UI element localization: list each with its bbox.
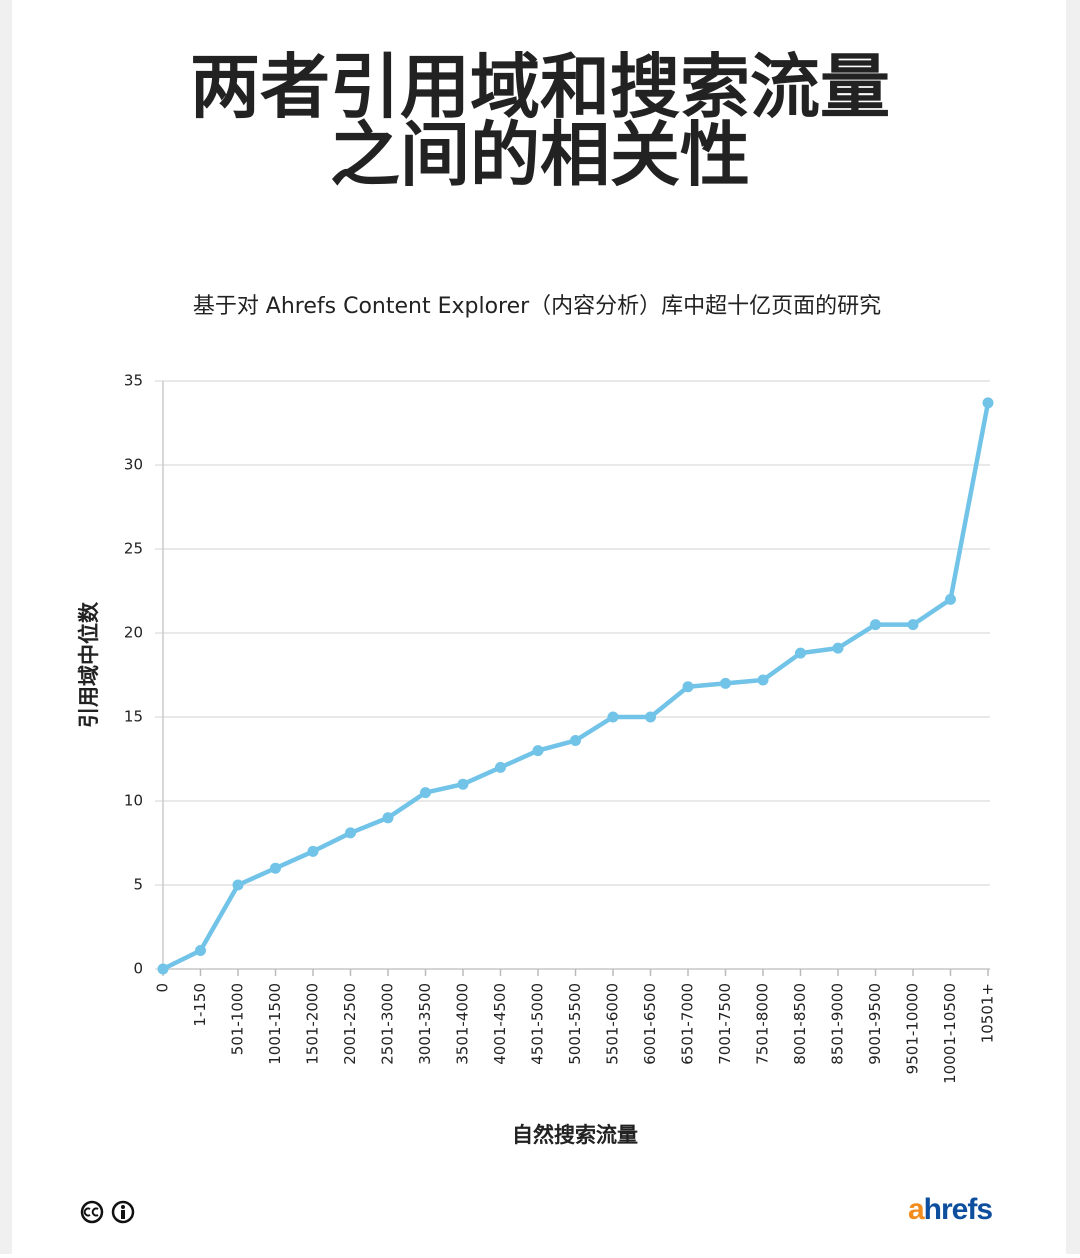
x-tick-label: 3001-3500 — [416, 983, 434, 1065]
y-tick-label: 10 — [124, 792, 143, 810]
data-line — [162, 402, 991, 972]
x-tick-label: 6001-6500 — [641, 983, 659, 1065]
data-point — [982, 397, 994, 409]
y-tick-label: 0 — [133, 960, 143, 978]
data-point — [345, 827, 356, 839]
data-point — [757, 674, 769, 686]
data-point — [832, 642, 844, 654]
data-point — [720, 677, 731, 689]
data-point — [682, 681, 694, 693]
by-icon — [111, 1200, 135, 1224]
data-point — [607, 711, 619, 723]
brand-logo: ahrefs — [907, 1193, 993, 1226]
x-tick-label: 4001-4500 — [491, 983, 509, 1065]
y-tick-label: 35 — [124, 372, 143, 390]
chart-title: 两者引用域和搜索流量 — [190, 46, 890, 128]
x-tick-label: 7501-8000 — [754, 983, 772, 1065]
data-point — [232, 879, 244, 891]
data-point — [457, 778, 469, 790]
x-tick-label: 5501-6000 — [604, 983, 622, 1065]
x-tick-label: 1-150 — [191, 983, 209, 1027]
data-point — [307, 845, 319, 857]
data-point — [795, 647, 806, 659]
y-tick-label: 15 — [124, 708, 143, 726]
x-tick-label: 8001-8500 — [791, 983, 809, 1065]
x-tick-label: 2501-3000 — [379, 983, 397, 1065]
x-axis-label: 自然搜索流量 — [512, 1123, 638, 1147]
data-point — [532, 745, 544, 757]
x-tick-label: 3501-4000 — [454, 983, 472, 1065]
frame-left — [0, 0, 12, 1254]
chart-subtitle: 基于对 Ahrefs Content Explorer（内容分析）库中超十亿页面… — [193, 294, 881, 319]
x-tick-label: 10001-10500 — [941, 983, 959, 1084]
data-point — [195, 945, 206, 957]
x-tick-label: 9501-10000 — [904, 983, 922, 1074]
x-tick-label: 501-1000 — [229, 983, 247, 1055]
frame-right — [1066, 0, 1080, 1254]
cc-icon — [80, 1200, 104, 1224]
chart-title: 之间的相关性 — [330, 114, 750, 196]
data-point — [645, 711, 656, 723]
x-tick-label: 8501-9000 — [829, 983, 847, 1065]
data-point — [570, 735, 581, 747]
x-tick-label: 2001-2500 — [341, 983, 359, 1065]
y-axis-label: 引用域中位数 — [77, 601, 101, 728]
data-point — [495, 761, 506, 773]
x-tick-label: 1501-2000 — [304, 983, 322, 1065]
data-point — [420, 787, 431, 799]
data-point — [270, 862, 281, 874]
data-point — [382, 812, 394, 824]
x-tick-label: 9001-9500 — [866, 983, 884, 1065]
x-tick-label: 0 — [154, 983, 172, 993]
y-tick-label: 30 — [124, 456, 143, 474]
x-tick-label: 1001-1500 — [266, 983, 284, 1065]
data-point — [870, 619, 881, 631]
y-tick-label: 25 — [124, 540, 143, 558]
x-tick-label: 7001-7500 — [716, 983, 734, 1065]
data-point — [907, 619, 919, 631]
data-point — [157, 963, 169, 975]
x-tick-label: 10501+ — [979, 983, 997, 1043]
data-point — [945, 593, 956, 605]
x-tick-label: 4501-5000 — [529, 983, 547, 1065]
x-tick-label: 6501-7000 — [679, 983, 697, 1065]
y-tick-label: 20 — [124, 624, 143, 642]
x-tick-label: 5001-5500 — [566, 983, 584, 1065]
y-tick-label: 5 — [133, 876, 143, 894]
